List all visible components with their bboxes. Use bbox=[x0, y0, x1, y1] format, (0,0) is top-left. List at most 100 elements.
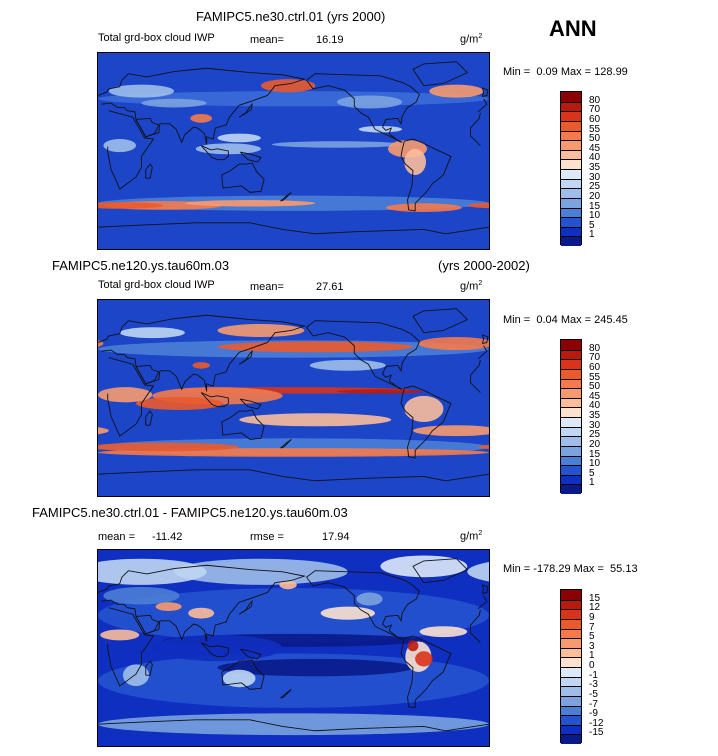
colorbar-cell bbox=[561, 149, 581, 160]
colorbar-tick-label: 20 bbox=[589, 190, 601, 202]
colorbar-tick-label: 80 bbox=[589, 342, 601, 354]
colorbar-cell bbox=[561, 368, 581, 379]
colorbar-cell bbox=[561, 667, 581, 677]
coastline bbox=[98, 469, 489, 482]
field-patch bbox=[98, 588, 489, 643]
colorbar-tick-label: 40 bbox=[589, 152, 601, 164]
colorbar-tick-label: 50 bbox=[589, 133, 601, 145]
colorbar-tick-label: 25 bbox=[589, 181, 601, 193]
field-patch bbox=[103, 139, 137, 153]
colorbar-cell bbox=[561, 628, 581, 639]
colorbar-tick-label: 7 bbox=[589, 621, 595, 633]
field-patch bbox=[217, 658, 413, 677]
colorbar-tick-label: 20 bbox=[589, 438, 601, 450]
field-patch bbox=[336, 389, 424, 394]
field-patch bbox=[122, 664, 150, 687]
field-patch bbox=[217, 341, 413, 353]
colorbar-tick-label: 12 bbox=[589, 602, 601, 614]
field-patch bbox=[155, 602, 182, 611]
field-patch bbox=[141, 98, 207, 108]
panel1-title: FAMIPC5.ne30.ctrl.01 (yrs 2000) bbox=[196, 9, 386, 24]
coastline bbox=[400, 635, 452, 709]
panel2-units: g/m2 bbox=[460, 280, 483, 293]
colorbar-tick-label: 55 bbox=[589, 371, 601, 383]
coastline bbox=[412, 308, 469, 334]
field-patch bbox=[98, 713, 489, 736]
colorbar-cell bbox=[561, 465, 581, 475]
coastline bbox=[238, 599, 253, 615]
field-patch bbox=[195, 143, 261, 155]
colorbar-tick-label: -9 bbox=[589, 708, 598, 720]
field-patch bbox=[478, 444, 489, 450]
panel1-map-svg bbox=[98, 53, 489, 249]
panel2-map bbox=[97, 299, 490, 497]
coastline bbox=[98, 222, 489, 235]
panel2-minmax: Min = 0.04 Max = 245.45 bbox=[503, 314, 628, 326]
coastline bbox=[200, 145, 229, 161]
colorbar-cell bbox=[561, 359, 581, 369]
coastline bbox=[477, 595, 488, 610]
coastline bbox=[239, 648, 262, 660]
colorbar-cell bbox=[561, 120, 581, 131]
colorbar-tick-label: 30 bbox=[589, 419, 601, 431]
coastline bbox=[470, 609, 481, 643]
panel1-subtitle: Total grd-box cloud IWP bbox=[98, 32, 215, 44]
colorbar-cell bbox=[561, 236, 581, 246]
panel3-rmse-value: 17.94 bbox=[322, 531, 350, 543]
coastline bbox=[481, 584, 489, 594]
field-patch bbox=[380, 555, 468, 578]
colorbar-cell bbox=[561, 388, 581, 398]
field-patch bbox=[356, 592, 383, 606]
coastline bbox=[107, 110, 155, 190]
colorbar-tick-label: 5 bbox=[589, 467, 595, 479]
colorbar-tick-label: 15 bbox=[589, 448, 601, 460]
colorbar-cell bbox=[561, 676, 581, 687]
panel1-mean-value: 16.19 bbox=[316, 34, 344, 46]
panel1-units: g/m2 bbox=[460, 33, 483, 46]
coastline bbox=[200, 642, 229, 658]
panel1-colorbar bbox=[560, 91, 582, 246]
coastline bbox=[481, 87, 489, 97]
panel2-colorbar bbox=[560, 339, 582, 494]
colorbar-cell bbox=[561, 618, 581, 629]
colorbar-cell bbox=[561, 638, 581, 648]
panel2-title: FAMIPC5.ne120.ys.tau60m.03 bbox=[52, 258, 230, 273]
panel3-colorbar bbox=[560, 589, 582, 744]
coastline bbox=[221, 162, 265, 193]
field-patch bbox=[467, 562, 489, 582]
field-patch bbox=[358, 125, 403, 133]
colorbar-tick-label: -12 bbox=[589, 717, 604, 729]
colorbar-tick-label: 0 bbox=[589, 660, 595, 671]
colorbar-cell bbox=[561, 686, 581, 696]
colorbar-cell bbox=[561, 226, 581, 237]
colorbar-cell bbox=[561, 705, 581, 716]
colorbar-cell bbox=[561, 207, 581, 218]
field-patch bbox=[385, 203, 462, 212]
colorbar-tick-label: 50 bbox=[589, 381, 601, 393]
colorbar-cell bbox=[561, 178, 581, 189]
colorbar-tick-label: 10 bbox=[589, 458, 601, 470]
panel2-mean-label: mean= bbox=[250, 281, 284, 293]
coastline bbox=[400, 385, 452, 459]
field-patch bbox=[239, 413, 392, 427]
panel3-map-svg bbox=[98, 550, 489, 746]
coastline bbox=[280, 192, 292, 202]
coastline bbox=[221, 409, 265, 440]
field-patch bbox=[184, 200, 316, 207]
coastline bbox=[221, 659, 265, 690]
panel3-units: g/m2 bbox=[460, 530, 483, 543]
colorbar-cell bbox=[561, 217, 581, 227]
field-patch bbox=[190, 113, 213, 123]
colorbar-tick-label: 55 bbox=[589, 123, 601, 135]
coastline bbox=[135, 614, 160, 635]
colorbar-tick-label: 15 bbox=[589, 592, 601, 604]
coastline bbox=[98, 719, 489, 732]
colorbar-cell bbox=[561, 349, 581, 360]
colorbar-cell bbox=[561, 599, 581, 610]
colorbar-cell bbox=[561, 397, 581, 408]
colorbar-tick-label: 10 bbox=[589, 210, 601, 222]
coastline bbox=[470, 359, 481, 393]
colorbar-tick-label: -1 bbox=[589, 669, 598, 681]
colorbar-tick-label: 1 bbox=[589, 650, 595, 662]
coastline bbox=[306, 320, 420, 390]
